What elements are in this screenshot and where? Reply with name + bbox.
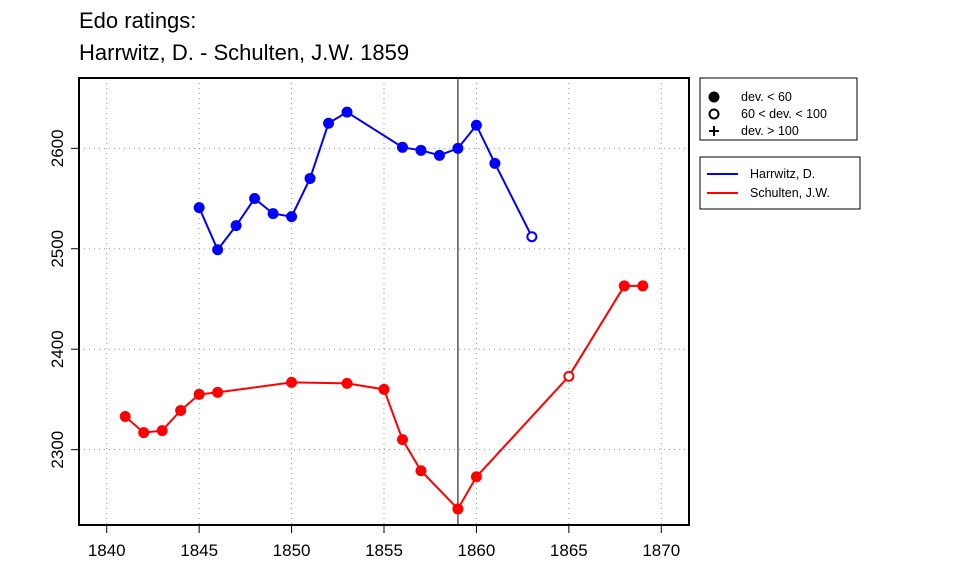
data-point-harrwitz bbox=[489, 157, 501, 169]
data-point-harrwitz bbox=[193, 202, 205, 214]
y-axis: 2300 2400 2500 2600 bbox=[48, 129, 79, 469]
data-point-harrwitz bbox=[415, 144, 427, 156]
y-tick-label: 2400 bbox=[48, 330, 67, 368]
data-point-harrwitz bbox=[341, 106, 353, 118]
data-point-harrwitz bbox=[304, 172, 316, 184]
x-tick-label: 1840 bbox=[88, 541, 126, 560]
legend-deviation: dev. < 60 60 < dev. < 100 dev. > 100 bbox=[699, 77, 858, 141]
x-tick-label: 1850 bbox=[273, 541, 311, 560]
data-point-harrwitz bbox=[249, 193, 261, 205]
series-line-schulten bbox=[124, 284, 643, 511]
legend-deviation-box bbox=[699, 77, 858, 141]
legend-players-box bbox=[699, 156, 861, 210]
data-point-schulten bbox=[175, 404, 187, 416]
title-line-1: Edo ratings: bbox=[79, 8, 196, 33]
series-line-harrwitz bbox=[198, 110, 533, 252]
series-schulten bbox=[119, 280, 649, 515]
legend-player-label: Schulten, J.W. bbox=[750, 186, 830, 200]
data-point-harrwitz bbox=[230, 220, 242, 232]
legend-deviation-label: dev. > 100 bbox=[741, 124, 799, 138]
chart-title: Edo ratings: Harrwitz, D. - Schulten, J.… bbox=[79, 8, 409, 65]
y-tick-label: 2600 bbox=[48, 129, 67, 167]
data-point-schulten bbox=[452, 503, 464, 515]
data-point-schulten bbox=[212, 386, 224, 398]
data-point-schulten bbox=[637, 280, 649, 292]
data-point-harrwitz bbox=[396, 141, 408, 153]
title-line-2: Harrwitz, D. - Schulten, J.W. 1859 bbox=[79, 40, 409, 65]
legend-player-label: Harrwitz, D. bbox=[750, 167, 815, 181]
data-point-schulten bbox=[341, 377, 353, 389]
data-point-schulten bbox=[396, 434, 408, 446]
data-point-schulten bbox=[470, 471, 482, 483]
series-layer bbox=[119, 106, 649, 515]
x-tick-label: 1845 bbox=[180, 541, 218, 560]
x-axis: 1840 1845 1850 1855 1860 1865 1870 bbox=[88, 525, 680, 560]
data-point-schulten bbox=[618, 280, 630, 292]
data-point-schulten bbox=[193, 388, 205, 400]
series-harrwitz bbox=[193, 106, 538, 256]
data-point-schulten bbox=[286, 376, 298, 388]
legend-marker-plus bbox=[709, 126, 719, 136]
data-point-schulten bbox=[563, 370, 575, 382]
data-point-schulten bbox=[138, 427, 150, 439]
plot-frame bbox=[78, 77, 690, 526]
legend-deviation-label: dev. < 60 bbox=[741, 90, 792, 104]
data-point-harrwitz bbox=[267, 208, 279, 220]
data-point-harrwitz bbox=[286, 211, 298, 223]
data-point-harrwitz bbox=[433, 149, 445, 161]
data-point-harrwitz bbox=[470, 119, 482, 131]
legend-marker-filled-circle bbox=[708, 91, 720, 103]
data-point-schulten bbox=[119, 411, 131, 423]
data-point-schulten bbox=[415, 465, 427, 477]
data-point-schulten bbox=[378, 383, 390, 395]
grid-lines bbox=[79, 78, 689, 525]
legend-marker-open-circle bbox=[708, 108, 720, 120]
x-tick-label: 1865 bbox=[550, 541, 588, 560]
legend-deviation-label: 60 < dev. < 100 bbox=[741, 107, 827, 121]
data-point-schulten bbox=[156, 425, 168, 437]
data-point-harrwitz bbox=[212, 244, 224, 256]
x-tick-label: 1855 bbox=[365, 541, 403, 560]
data-point-harrwitz bbox=[526, 231, 538, 243]
x-tick-label: 1870 bbox=[642, 541, 680, 560]
y-tick-label: 2500 bbox=[48, 230, 67, 268]
data-point-harrwitz bbox=[323, 117, 335, 129]
y-tick-label: 2300 bbox=[48, 431, 67, 469]
x-tick-label: 1860 bbox=[458, 541, 496, 560]
data-point-harrwitz bbox=[452, 142, 464, 154]
legend-players: Harrwitz, D. Schulten, J.W. bbox=[699, 156, 861, 210]
